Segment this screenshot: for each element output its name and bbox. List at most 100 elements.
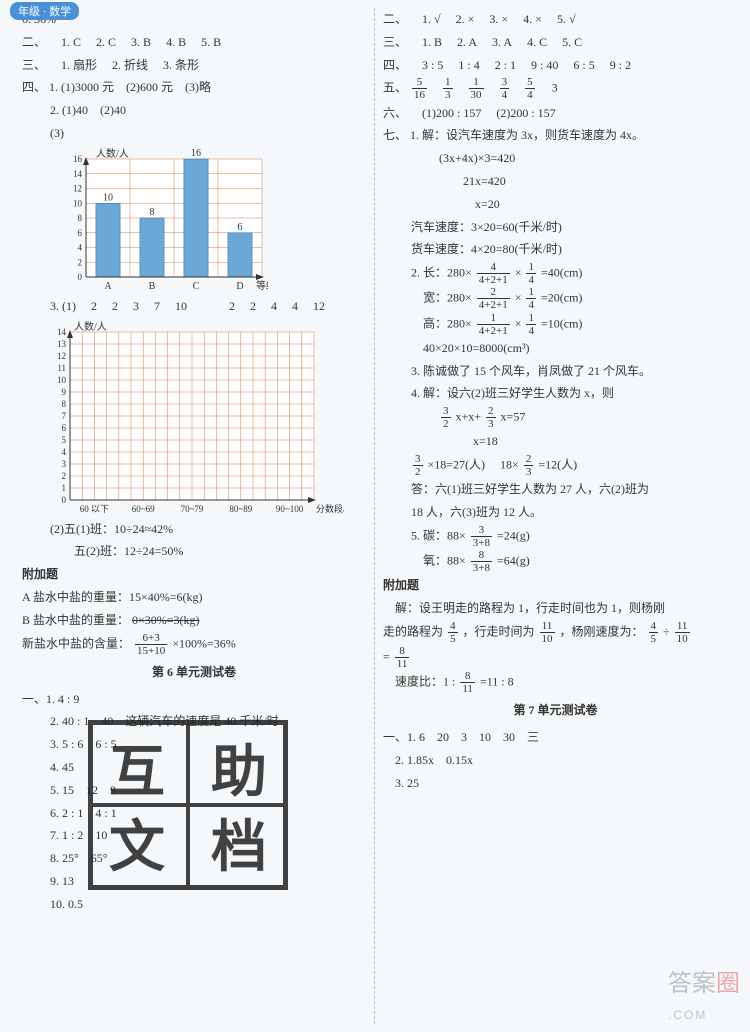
l-post1: (2)五(1)班：10÷24≈42% (22, 518, 366, 541)
l-post2: 五(2)班：12÷24=50% (22, 540, 366, 563)
r-sec3-2: 3. A (492, 35, 512, 49)
l-sec2-label: 二、 (22, 35, 46, 49)
l-seq-3: 7 (154, 299, 160, 313)
svg-text:10: 10 (57, 375, 67, 385)
fraction: 130 (469, 76, 484, 101)
num: 11 (540, 620, 555, 633)
q5c-tail: =24(g) (497, 528, 530, 542)
den: 5 (649, 633, 659, 645)
r-q4-eq3: 32 ×18=27(人) 18× 23 =12(人) (383, 453, 728, 478)
svg-text:60~69: 60~69 (132, 504, 155, 514)
den: 3 (524, 466, 534, 478)
svg-text:9: 9 (62, 387, 67, 397)
l-extraB: B 盐水中盐的重量： 0×30%=3(kg) (22, 609, 366, 632)
num: 3 (471, 524, 492, 537)
q2l-mid: × (515, 266, 522, 280)
den: 10 (675, 633, 690, 645)
num: 2 (524, 453, 534, 466)
fraction: 811 (460, 670, 475, 695)
fraction: 33+8 (471, 524, 492, 549)
svg-text:8: 8 (78, 213, 83, 223)
num: 3 (441, 405, 451, 418)
e-mid2: ，杨刚速度为： (560, 624, 644, 638)
r-e-head: 解：设王明走的路程为 1，行走时间也为 1，则杨刚 (383, 597, 728, 620)
q2h-mid: × (515, 316, 522, 330)
den: 11 (460, 683, 475, 695)
l-sec3-i0: 1. 扇形 (61, 58, 97, 72)
den: 10 (540, 633, 555, 645)
q2h-tail: =10(cm) (541, 316, 582, 330)
den: 4 (526, 325, 536, 337)
svg-text:12: 12 (57, 351, 66, 361)
den: 4 (526, 299, 536, 311)
l-one-10: 10. 0.5 (22, 893, 366, 916)
l-extraB-val: 0×30%=3(kg) (132, 613, 200, 627)
r-sec2: 二、 1. √ 2. × 3. × 4. × 5. √ (383, 8, 728, 31)
svg-text:2: 2 (78, 257, 83, 267)
r-q2-h: 高：280× 14+2+1 × 14 =10(cm) (383, 312, 728, 337)
num: 4 (448, 620, 458, 633)
num: 2 (477, 286, 510, 299)
l-sec3: 三、 1. 扇形 2. 折线 3. 条形 (22, 54, 366, 77)
r-q4-ans1: 答：六(1)班三好学生人数为 27 人，六(2)班为 (383, 478, 728, 501)
q2l-tail: =40(cm) (541, 266, 582, 280)
l-sec3-label: 三、 (22, 58, 46, 72)
l-extraC-pre: 新盐水中盐的含量： (22, 636, 130, 650)
frac-den: 15+10 (135, 645, 167, 657)
fraction: 516 (412, 76, 427, 101)
q2w-pre: 宽：280× (411, 291, 472, 305)
num: 11 (675, 620, 690, 633)
r-e-line: 走的路程为 45 ，行走时间为 1110 ，杨刚速度为： 45 ÷ 1110 (383, 620, 728, 645)
l-sec4-label: 四、 (22, 80, 46, 94)
l-seq-label: 3. (1) (50, 299, 76, 313)
num: 8 (471, 549, 492, 562)
l-sec3-i2: 3. 条形 (163, 58, 199, 72)
e-rpre: 速度比：1 : (383, 675, 458, 689)
fraction: 1110 (675, 620, 690, 645)
q5o-pre: 氧：88× (411, 553, 466, 567)
svg-text:B: B (149, 281, 156, 292)
svg-text:70~79: 70~79 (181, 504, 204, 514)
num: 1 (526, 261, 536, 274)
svg-text:3: 3 (62, 459, 67, 469)
l-one-1t: 1. 4 : 9 (46, 692, 79, 706)
svg-text:6: 6 (62, 423, 67, 433)
grade-badge: 年级 · 数学 (10, 2, 79, 20)
svg-text:人数/人: 人数/人 (74, 320, 107, 333)
den: 3 (486, 418, 496, 430)
fraction: 34 (500, 76, 510, 101)
svg-text:1: 1 (62, 483, 67, 493)
den: 3+8 (471, 562, 492, 574)
svg-text:90~100: 90~100 (276, 504, 304, 514)
fraction: 23 (486, 405, 496, 430)
svg-text:16: 16 (73, 154, 83, 164)
num: 1 (477, 312, 510, 325)
r-sec5: 五、 516 13 130 34 54 3 (383, 76, 728, 101)
svg-text:0: 0 (62, 495, 67, 505)
r-sec3-label: 三、 (383, 35, 407, 49)
svg-text:分数段/分: 分数段/分 (316, 503, 344, 514)
svg-text:10: 10 (73, 198, 83, 208)
fraction: 32 (413, 453, 423, 478)
r-sec4-2: 2 : 1 (495, 58, 516, 72)
den: 11 (395, 658, 410, 670)
r-sec4-label: 四、 (383, 58, 407, 72)
den: 5 (448, 633, 458, 645)
l-extraA: A 盐水中盐的重量：15×40%=6(kg) (22, 586, 366, 609)
r-sec3-0: 1. B (422, 35, 442, 49)
r-sec5-tail: 3 (552, 81, 558, 95)
e-div: ÷ (663, 624, 670, 638)
l-extraC: 新盐水中盐的含量： 6+3 15+10 ×100%=36% (22, 632, 366, 657)
l-seq-6: 2 (229, 299, 235, 313)
num: 4 (477, 261, 510, 274)
svg-text:7: 7 (62, 411, 67, 421)
den: 4 (526, 274, 536, 286)
r-q4-ans2: 18 人，六(3)班为 12 人。 (383, 501, 728, 524)
fraction: 45 (448, 620, 458, 645)
l-sec4-2: 2. (1)40 (2)40 (22, 99, 366, 122)
watermark: 答案圈 .COM (668, 963, 740, 1026)
l-sec2-i2: 3. B (131, 35, 151, 49)
unit7-title: 第 7 单元测试卷 (383, 699, 728, 722)
fraction: 14 (526, 312, 536, 337)
e-mid1: ，行走时间为 (463, 624, 535, 638)
